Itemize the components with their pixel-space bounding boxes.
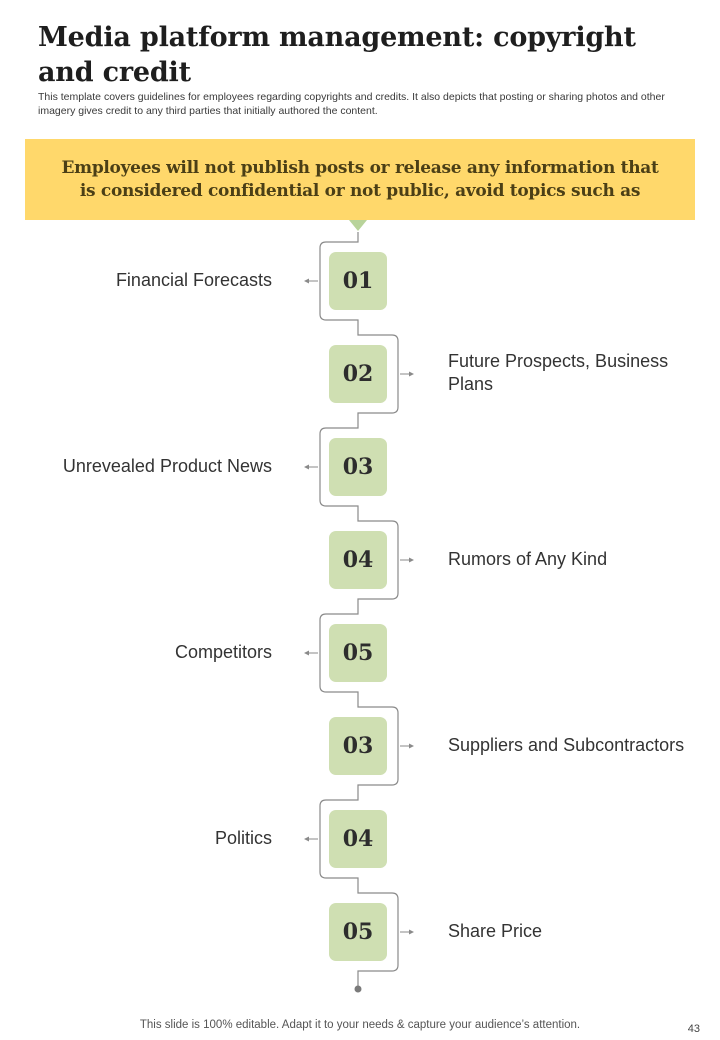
step-arrow-head	[304, 650, 309, 656]
page-title: Media platform management: copyright and…	[38, 22, 636, 88]
step-arrow-head	[304, 464, 309, 470]
step-label-8: Share Price	[448, 920, 543, 941]
page-subtitle: This template covers guidelines for empl…	[38, 91, 665, 117]
step-number-8: 05	[329, 903, 387, 961]
step-number-7: 04	[329, 810, 387, 868]
step-number-5: 05	[329, 624, 387, 682]
step-label-3: Unrevealed Product News	[62, 455, 272, 476]
footer-note: This slide is 100% editable. Adapt it to…	[139, 1019, 581, 1031]
step-label-5: Competitors	[174, 641, 272, 662]
step-label-2: Future Prospects, Business Plans	[448, 351, 669, 394]
step-label-4: Rumors of Any Kind	[448, 548, 608, 569]
page-number: 43	[687, 1023, 700, 1035]
banner-text: Employees will not publish posts or rele…	[61, 157, 659, 201]
topic-banner: Employees will not publish posts or rele…	[25, 139, 695, 220]
step-number-3: 03	[329, 438, 387, 496]
step-number-4: 04	[329, 531, 387, 589]
step-label-6: Suppliers and Subcontractors	[448, 734, 685, 755]
step-number-1: 01	[329, 252, 387, 310]
step-arrow-head	[409, 557, 414, 563]
timeline-end-dot	[354, 985, 362, 993]
step-label-7: Politics	[214, 827, 272, 848]
step-number-6: 03	[329, 717, 387, 775]
step-arrow-head	[304, 836, 309, 842]
step-arrow-head	[304, 278, 309, 284]
banner-pointer	[349, 220, 367, 231]
step-label-1: Financial Forecasts	[115, 269, 272, 290]
step-arrow-head	[409, 371, 414, 377]
connector-line	[319, 232, 399, 987]
step-number-2: 02	[329, 345, 387, 403]
step-arrow-head	[409, 743, 414, 749]
step-arrow-head	[409, 929, 414, 935]
